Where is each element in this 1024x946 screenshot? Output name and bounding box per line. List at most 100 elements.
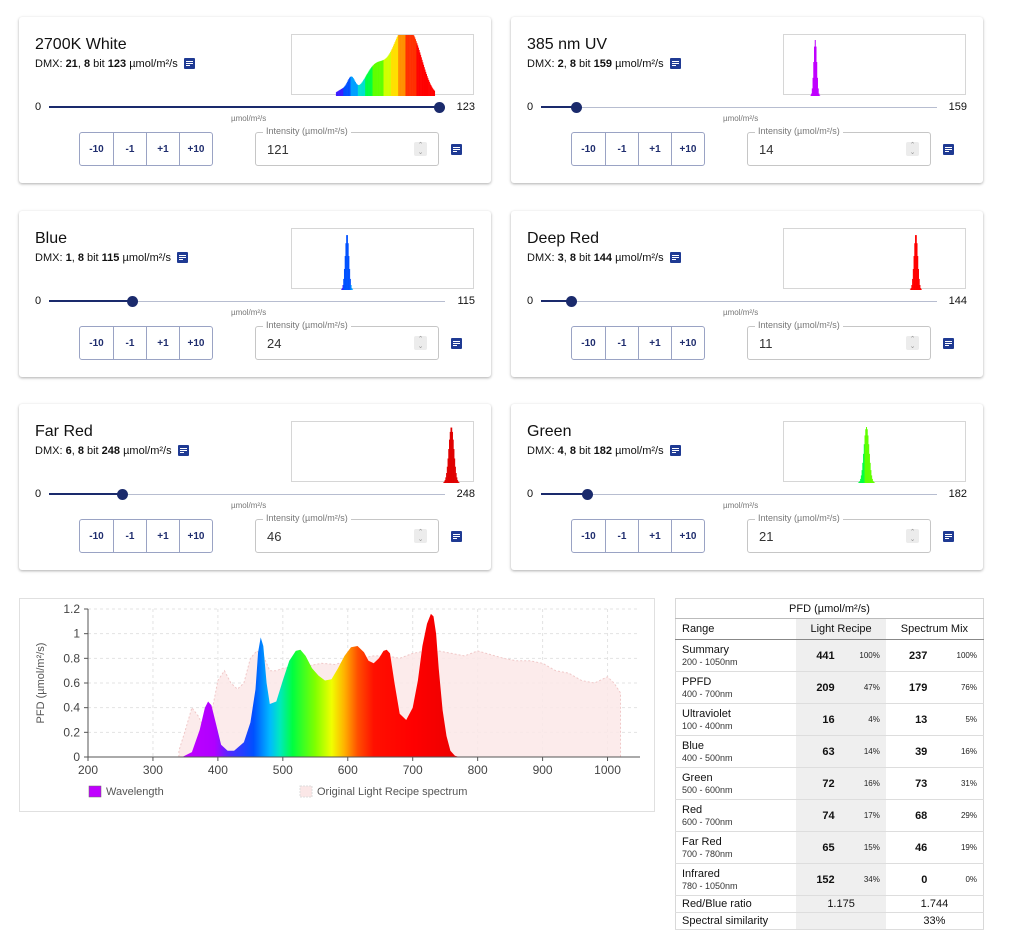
intensity-input-value[interactable]: 14 (759, 142, 774, 157)
spectrum-preview-band (873, 482, 875, 483)
spin-arrows-icon[interactable]: ⌃ ⌄ (414, 529, 427, 543)
notes-icon[interactable] (451, 144, 462, 155)
slider-thumb[interactable] (570, 102, 582, 113)
minus-1-button[interactable]: -1 (113, 133, 146, 165)
notes-icon[interactable] (451, 338, 462, 349)
spectrum-preview-band (352, 77, 354, 96)
intensity-input[interactable]: Intensity (µmol/m²/s) 121 ⌃ ⌄ (255, 126, 439, 166)
row-name: Summary (682, 644, 730, 656)
recipe-value: 209 (796, 671, 835, 704)
spectrum-preview-band (862, 462, 864, 483)
mix-percent: 19% (927, 831, 984, 864)
x-tick-label: 200 (78, 763, 98, 777)
spectrum-preview-band (451, 431, 453, 483)
slider-fill (541, 300, 572, 302)
plus-1-button[interactable]: +1 (146, 327, 179, 359)
table-row: Red 600 - 700nm 74 17% 68 29% (675, 799, 984, 832)
intensity-input-value[interactable]: 46 (267, 529, 282, 544)
slider-min-label: 0 (527, 101, 534, 113)
spin-arrows-icon[interactable]: ⌃ ⌄ (414, 336, 427, 350)
spin-arrows-icon[interactable]: ⌃ ⌄ (906, 142, 919, 156)
notes-icon[interactable] (451, 531, 462, 542)
spectrum-preview-band (346, 235, 348, 290)
notes-icon[interactable] (176, 252, 188, 263)
plus-10-button[interactable]: +10 (179, 327, 212, 359)
intensity-slider[interactable] (49, 296, 445, 307)
slider-thumb[interactable] (433, 102, 445, 113)
notes-icon[interactable] (943, 338, 954, 349)
spin-arrows-icon[interactable]: ⌃ ⌄ (906, 336, 919, 350)
slider-thumb[interactable] (581, 489, 593, 500)
intensity-slider[interactable] (49, 489, 445, 500)
intensity-slider[interactable] (49, 102, 445, 113)
intensity-input[interactable]: Intensity (µmol/m²/s) 46 ⌃ ⌄ (255, 513, 439, 553)
spectrum-preview-band (819, 95, 821, 96)
spectrum-preview-band (397, 35, 399, 96)
plus-1-button[interactable]: +1 (638, 327, 671, 359)
notes-icon[interactable] (183, 58, 195, 69)
spectrum-preview-band (418, 49, 420, 96)
spectrum-preview-band (872, 480, 874, 483)
minus-10-button[interactable]: -10 (89, 143, 104, 155)
mix-value: 46 (885, 831, 928, 864)
minus-1-button[interactable]: -1 (113, 327, 146, 359)
spectrum-preview-band (393, 45, 395, 96)
slider-thumb[interactable] (566, 296, 578, 307)
plus-10-button[interactable]: +10 (671, 133, 704, 165)
minus-1-button[interactable]: -1 (605, 133, 638, 165)
intensity-input-value[interactable]: 21 (759, 529, 774, 544)
spectrum-preview-band (407, 35, 409, 96)
intensity-slider[interactable] (541, 296, 937, 307)
notes-icon[interactable] (669, 445, 681, 456)
spectrum-chart-svg: 200 300 400 500 600 700 800 900 1000 0 0.2 0.4 0.6 0.… (35, 602, 640, 798)
plus-10-button[interactable]: +10 (671, 327, 704, 359)
plus-1-button[interactable]: +1 (638, 133, 671, 165)
minus-10-button[interactable]: -10 (89, 337, 104, 349)
slider-min-label: 0 (527, 488, 534, 500)
intensity-input[interactable]: Intensity (µmol/m²/s) 14 ⌃ ⌄ (747, 126, 931, 166)
plus-10-button[interactable]: +10 (671, 520, 704, 552)
channel-dmx-info: DMX: 3, 8 bit 144 µmol/m²/s (527, 252, 681, 264)
notes-icon[interactable] (943, 531, 954, 542)
notes-icon[interactable] (669, 252, 681, 263)
minus-10-button[interactable]: -10 (89, 530, 104, 542)
minus-10-button[interactable]: -10 (581, 337, 596, 349)
notes-icon[interactable] (943, 144, 954, 155)
intensity-input[interactable]: Intensity (µmol/m²/s) 24 ⌃ ⌄ (255, 320, 439, 360)
minus-1-button[interactable]: -1 (605, 327, 638, 359)
intensity-input-value[interactable]: 24 (267, 336, 282, 351)
intensity-input-value[interactable]: 121 (267, 142, 289, 157)
minus-10-button[interactable]: -10 (581, 530, 596, 542)
intensity-input[interactable]: Intensity (µmol/m²/s) 11 ⌃ ⌄ (747, 320, 931, 360)
spectrum-preview-band (427, 78, 429, 96)
plus-10-button[interactable]: +10 (179, 520, 212, 552)
minus-1-button[interactable]: -1 (113, 520, 146, 552)
intensity-slider[interactable] (541, 102, 937, 113)
plus-1-button[interactable]: +1 (146, 133, 179, 165)
slider-thumb[interactable] (117, 489, 129, 500)
spin-arrows-icon[interactable]: ⌃ ⌄ (414, 142, 427, 156)
spin-arrows-icon[interactable]: ⌃ ⌄ (906, 529, 919, 543)
notes-icon[interactable] (177, 445, 189, 456)
spectrum-preview-band (410, 35, 412, 96)
spectrum-preview-band (446, 466, 448, 483)
spectrum-preview-band (816, 62, 818, 96)
intensity-input-value[interactable]: 11 (759, 336, 773, 351)
notes-icon[interactable] (669, 58, 681, 69)
recipe-percent: 16% (834, 767, 886, 800)
plus-1-button[interactable]: +1 (146, 520, 179, 552)
minus-1-button[interactable]: -1 (605, 520, 638, 552)
spectrum-preview-band (419, 52, 421, 96)
plus-1-button[interactable]: +1 (638, 520, 671, 552)
spectrum-preview-band (384, 58, 386, 96)
spectrum-preview-band (346, 83, 348, 96)
slider-fill (49, 493, 123, 495)
similarity-label: Spectral similarity (675, 912, 797, 930)
plus-10-button[interactable]: +10 (179, 133, 212, 165)
spectrum-preview-band (414, 39, 417, 96)
intensity-input[interactable]: Intensity (µmol/m²/s) 21 ⌃ ⌄ (747, 513, 931, 553)
slider-thumb[interactable] (126, 296, 138, 307)
spectrum-preview-band (409, 35, 411, 96)
intensity-slider[interactable] (541, 489, 937, 500)
minus-10-button[interactable]: -10 (581, 143, 596, 155)
